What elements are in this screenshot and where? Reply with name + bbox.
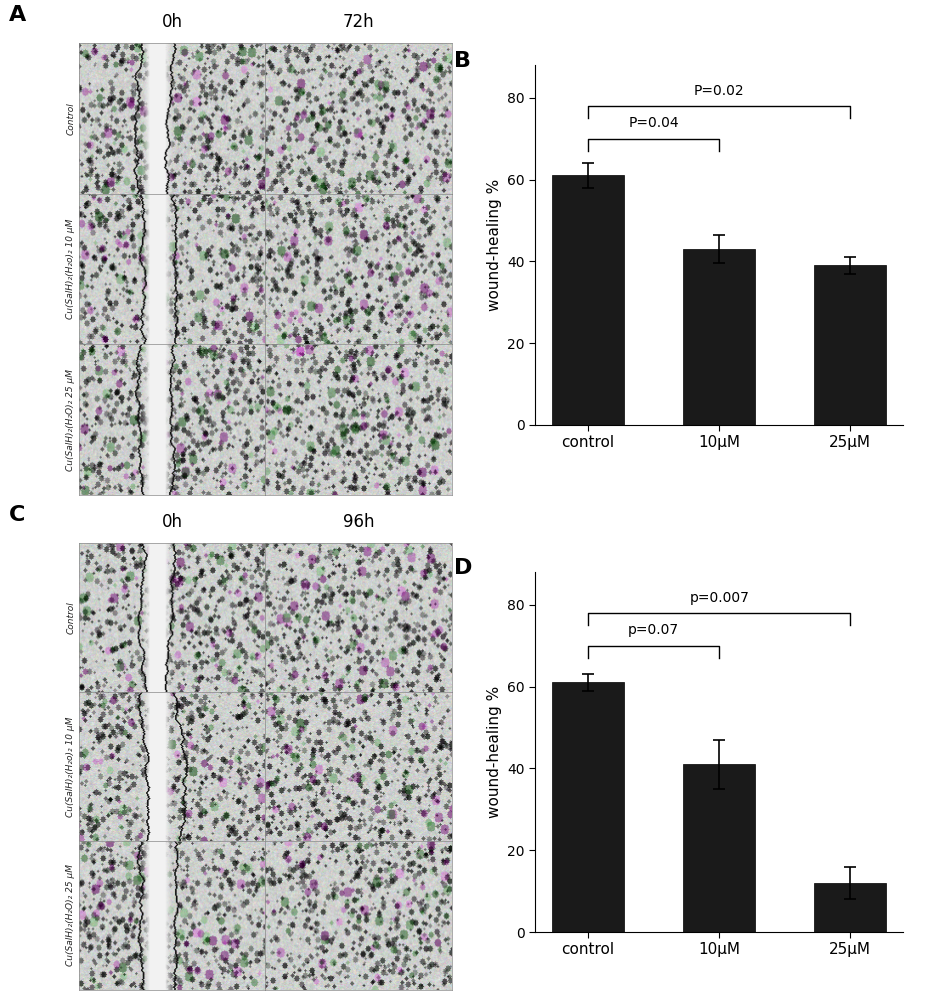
Y-axis label: wound-healing %: wound-healing % — [487, 179, 502, 311]
Text: 96h: 96h — [343, 513, 374, 531]
Text: Cu(SalH)₂(H₂o)₂ 10 μM: Cu(SalH)₂(H₂o)₂ 10 μM — [66, 219, 75, 319]
Text: Cu(SalH)₂(H₂o)₂ 10 μM: Cu(SalH)₂(H₂o)₂ 10 μM — [66, 716, 75, 817]
Text: C: C — [9, 505, 26, 525]
Bar — [815, 265, 886, 425]
Bar — [815, 883, 886, 932]
Text: p=0.07: p=0.07 — [628, 623, 680, 637]
Text: D: D — [454, 558, 473, 578]
Bar — [552, 682, 624, 932]
Text: Cu(SalH)₂(H₂O)₂ 25 μM: Cu(SalH)₂(H₂O)₂ 25 μM — [66, 369, 75, 471]
Text: 0h: 0h — [162, 513, 182, 531]
Bar — [683, 249, 755, 425]
Text: B: B — [454, 51, 471, 71]
Text: P=0.02: P=0.02 — [694, 84, 745, 98]
Text: 72h: 72h — [343, 13, 374, 31]
Bar — [683, 764, 755, 932]
Text: Control: Control — [66, 102, 75, 135]
Text: p=0.007: p=0.007 — [689, 591, 749, 605]
Text: P=0.04: P=0.04 — [628, 116, 679, 130]
Y-axis label: wound-healing %: wound-healing % — [487, 686, 502, 818]
Text: A: A — [9, 5, 27, 25]
Text: Control: Control — [66, 601, 75, 634]
Bar — [552, 175, 624, 425]
Text: 0h: 0h — [162, 13, 182, 31]
Text: Cu(SalH)₂(H₂O)₂ 25 μM: Cu(SalH)₂(H₂O)₂ 25 μM — [66, 864, 75, 966]
